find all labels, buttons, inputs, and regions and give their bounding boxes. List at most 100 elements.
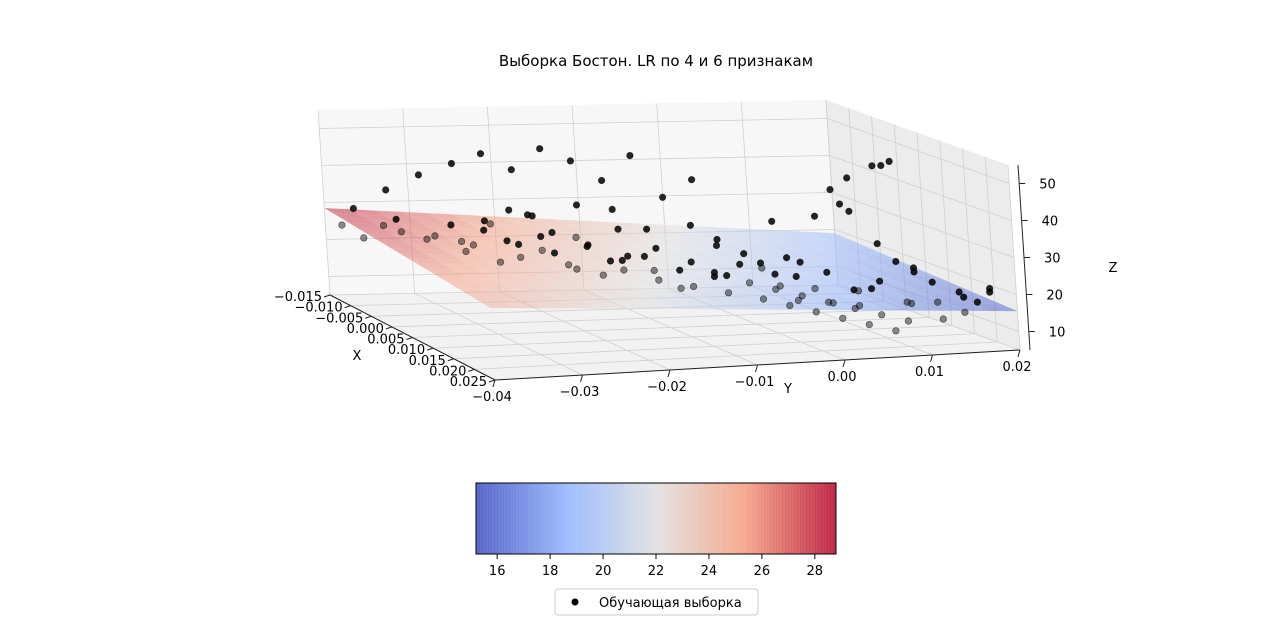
surface-patch xyxy=(684,286,719,292)
data-point xyxy=(845,207,853,215)
colorbar-stripe xyxy=(812,483,816,554)
colorbar-stripe xyxy=(545,483,549,554)
surface-patch xyxy=(349,223,384,229)
surface-patch xyxy=(588,237,624,243)
surface-patch xyxy=(701,295,737,301)
surface-patch xyxy=(666,265,702,271)
colorbar-stripe xyxy=(800,483,804,554)
surface-patch xyxy=(874,270,910,276)
colorbar-stripe xyxy=(710,483,714,554)
data-point xyxy=(686,221,695,229)
surface-patch xyxy=(744,267,780,273)
data-point xyxy=(772,285,780,293)
colorbar-stripe xyxy=(575,483,579,554)
colorbar-stripe xyxy=(698,483,702,554)
data-point xyxy=(652,244,660,252)
surface-patch xyxy=(727,283,763,289)
x-tick-mark xyxy=(385,326,393,330)
surface-patch xyxy=(795,257,831,262)
surface-patch xyxy=(701,257,736,263)
data-point xyxy=(538,246,546,254)
colorbar-stripe xyxy=(557,483,561,554)
surface-patch xyxy=(614,276,650,282)
data-point xyxy=(414,171,423,179)
surface-patch xyxy=(675,282,711,288)
colorbar-stripe xyxy=(761,483,765,554)
surface-patch xyxy=(761,263,797,269)
surface-patch xyxy=(588,225,623,231)
surface-patch xyxy=(473,297,509,304)
colorbar-stripe xyxy=(734,483,738,554)
surface-patch xyxy=(561,289,597,295)
x-tick-label: 0.005 xyxy=(367,333,404,348)
surface-patch xyxy=(690,229,725,236)
surface-patch xyxy=(459,245,495,252)
colorbar-stripe xyxy=(563,483,567,554)
surface-patch xyxy=(578,299,614,304)
surface-patch xyxy=(649,256,684,262)
colorbar-stripe xyxy=(716,483,720,554)
colorbar-stripe xyxy=(518,483,522,554)
surface-patch xyxy=(759,240,795,246)
data-point xyxy=(811,285,819,293)
surface-patch xyxy=(357,228,392,234)
surface-patch xyxy=(561,303,596,309)
surface-patch xyxy=(682,237,718,243)
surface-patch xyxy=(571,228,606,234)
surface-patch xyxy=(597,280,632,286)
surface-patch xyxy=(814,289,850,294)
surface-patch xyxy=(580,258,615,264)
surface-patch xyxy=(632,259,667,266)
surface-patch xyxy=(482,302,517,308)
surface-patch xyxy=(614,250,650,257)
data-point xyxy=(382,186,390,194)
surface-patch xyxy=(606,272,641,278)
colorbar-stripe xyxy=(806,483,810,554)
x-tick-label: −0.005 xyxy=(315,311,363,326)
surface-patch xyxy=(778,260,814,266)
surface-patch xyxy=(839,266,875,271)
data-point xyxy=(867,285,876,293)
colorbar-stripe xyxy=(602,483,606,554)
colorbar-stripes xyxy=(476,483,837,554)
surface-patch xyxy=(821,257,857,263)
colorbar-stripe xyxy=(722,483,726,554)
data-point xyxy=(792,272,800,281)
x-axis-label: X xyxy=(353,349,362,364)
surface-patch xyxy=(736,300,772,306)
surface-patch xyxy=(613,226,649,232)
surface-patch xyxy=(783,230,819,236)
surface-patch xyxy=(674,244,710,251)
surface-patch xyxy=(732,228,768,234)
surface-patch xyxy=(623,281,658,287)
surface-patch xyxy=(580,271,615,277)
surface-patch xyxy=(631,235,666,241)
surface-patch xyxy=(666,291,702,296)
data-point xyxy=(903,298,911,306)
surface-patch xyxy=(417,221,452,228)
data-point xyxy=(618,256,626,265)
z-axis-label: Z xyxy=(1109,261,1118,276)
z-tick-label: 30 xyxy=(1044,252,1061,267)
surface-patch xyxy=(588,250,624,256)
surface-patch xyxy=(841,301,877,307)
grid-line-z xyxy=(319,118,1010,184)
data-point xyxy=(507,166,515,174)
surface-patch xyxy=(709,250,744,256)
surface-patch xyxy=(857,274,893,279)
data-point xyxy=(782,254,791,262)
y-tick-label: −0.02 xyxy=(647,380,687,395)
surface-patch xyxy=(579,220,614,227)
colorbar-stripe xyxy=(476,483,480,554)
x-tick-label: −0.015 xyxy=(274,290,322,305)
colorbar-ticks: 16 18 20 22 24 26 28 xyxy=(489,554,823,579)
surface-patch xyxy=(537,261,572,267)
data-point xyxy=(503,237,511,245)
colorbar-stripe xyxy=(566,483,570,554)
surface-patch xyxy=(742,243,778,249)
surface-patch xyxy=(750,236,786,242)
data-point xyxy=(677,284,685,292)
data-point xyxy=(928,278,936,286)
surface-patch xyxy=(867,289,903,295)
surface-patch xyxy=(614,290,649,296)
